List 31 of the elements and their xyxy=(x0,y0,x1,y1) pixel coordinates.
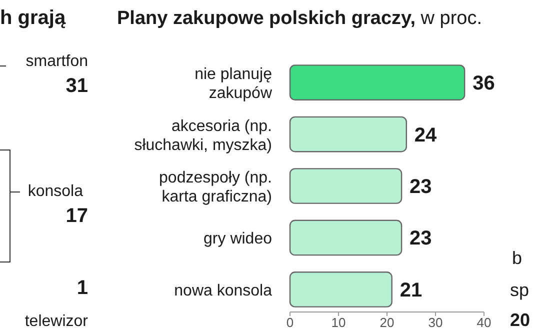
chart-title: Plany zakupowe polskich graczy, xyxy=(117,8,416,29)
bar xyxy=(289,220,402,256)
text: h grają xyxy=(0,7,66,29)
y-tick-label: podzespoły (np. karta graficzna) xyxy=(159,170,272,206)
y-tick-label: nowa konsola xyxy=(174,282,272,300)
bar xyxy=(289,272,392,308)
chart-subtitle: w proc. xyxy=(415,8,482,29)
text: smartfon xyxy=(26,53,88,70)
data-label: 36 xyxy=(472,72,495,95)
y-tick-label: nie planuję zakupów xyxy=(194,66,272,102)
x-tick-label: 40 xyxy=(476,315,492,330)
text: 17 xyxy=(66,205,88,227)
y-tick-label: akcesoria (np. słuchawki, myszka) xyxy=(134,118,272,154)
data-label: 24 xyxy=(414,124,438,146)
y-tick-label: gry wideo xyxy=(204,230,272,248)
x-tick-label: 20 xyxy=(380,315,394,330)
text: telewizor xyxy=(24,313,89,330)
data-label: 23 xyxy=(410,228,432,250)
text: sp xyxy=(510,280,530,300)
x-tick-label: 0 xyxy=(286,315,294,330)
text: 1 xyxy=(76,277,88,299)
data-label: 23 xyxy=(410,176,432,198)
x-tick-label: 30 xyxy=(428,315,443,330)
bar xyxy=(289,64,466,100)
data-label: 21 xyxy=(400,279,422,302)
text: b xyxy=(512,248,522,268)
bar xyxy=(289,168,402,204)
text: konsola xyxy=(28,183,84,200)
bar xyxy=(289,116,407,152)
x-tick-label: 10 xyxy=(331,315,346,330)
text: 31 xyxy=(66,75,88,97)
